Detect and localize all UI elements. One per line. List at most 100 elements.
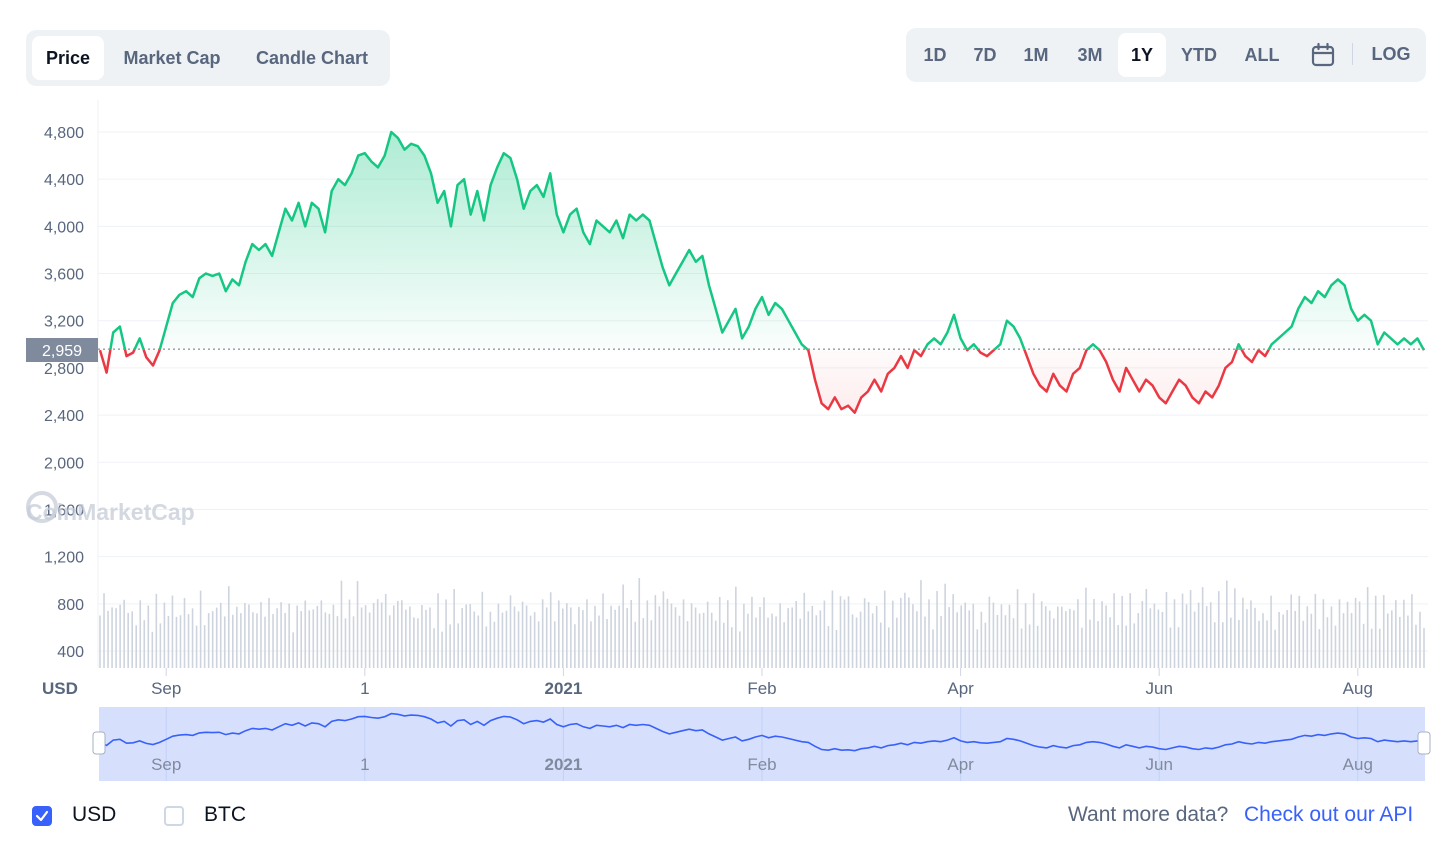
volume-bar [1069, 608, 1071, 668]
y-tick-label: 4,800 [44, 125, 84, 142]
range-3m-button[interactable]: 3M [1077, 45, 1103, 65]
volume-bar [1213, 622, 1216, 668]
range-1y-button[interactable]: 1Y [1118, 33, 1166, 77]
volume-bar [582, 610, 584, 668]
volume-bar [666, 598, 669, 668]
volume-bar [1008, 604, 1011, 668]
volume-bar [264, 616, 266, 668]
volume-bar [392, 605, 395, 668]
volume-bar [1330, 606, 1333, 668]
volume-bar [1242, 597, 1244, 668]
volume-bar [1165, 592, 1168, 668]
volume-bar [1032, 593, 1035, 668]
volume-bar [674, 607, 677, 668]
btc-checkbox-label[interactable]: BTC [204, 803, 246, 826]
usd-checkbox-label[interactable]: USD [72, 803, 117, 826]
price-chart[interactable]: 4008001,2001,6002,0002,4002,8003,2003,60… [0, 0, 1456, 790]
volume-bar [1044, 606, 1047, 668]
navigator-label: Feb [747, 755, 776, 774]
volume-bar [586, 599, 588, 668]
navigator-left-handle[interactable] [92, 731, 106, 755]
volume-bar [598, 615, 600, 668]
volume-bar [735, 586, 737, 668]
volume-bar [1113, 593, 1115, 668]
volume-bar [1238, 619, 1240, 668]
volume-bar [787, 608, 789, 668]
volume-bar [236, 606, 238, 668]
volume-bar [115, 608, 117, 668]
tab-price[interactable]: Price [32, 36, 104, 80]
volume-bar [871, 613, 874, 668]
volume-bar [1226, 580, 1228, 668]
volume-bar [714, 620, 717, 668]
volume-bar [1286, 610, 1288, 668]
volume-bar [493, 621, 496, 668]
volume-bar [722, 622, 725, 668]
volume-bar [336, 616, 339, 668]
volume-bar [135, 625, 138, 668]
tab-candle-chart[interactable]: Candle Chart [255, 48, 369, 68]
volume-bar [1411, 594, 1413, 668]
volume-bar [590, 621, 592, 668]
volume-bar [195, 625, 198, 668]
volume-bar [1374, 595, 1377, 668]
usd-checkbox[interactable] [32, 806, 52, 826]
volume-bar [751, 596, 753, 668]
volume-bar [606, 619, 608, 668]
chart-type-tabs: Price Market Cap Candle Chart [26, 30, 390, 86]
volume-bar [513, 606, 516, 668]
volume-bar [501, 612, 504, 668]
x-tick-label: 2021 [544, 679, 582, 698]
volume-bar [1382, 595, 1385, 668]
range-1d-button[interactable]: 1D [923, 45, 947, 65]
volume-bar [1391, 610, 1393, 668]
x-tick-label: Apr [947, 679, 974, 698]
range-all-button[interactable]: ALL [1244, 45, 1280, 65]
volume-bar [292, 632, 294, 668]
calendar-icon[interactable] [1310, 42, 1336, 68]
range-1m-button[interactable]: 1M [1023, 45, 1049, 65]
volume-bar [912, 604, 914, 668]
volume-bar [1173, 599, 1176, 668]
y-tick-label: 2,800 [44, 361, 84, 378]
volume-bar [1250, 600, 1252, 668]
volume-bar [972, 603, 975, 668]
tab-market-cap[interactable]: Market Cap [123, 48, 221, 68]
volume-bar [433, 628, 435, 668]
volume-bar [1314, 593, 1317, 668]
y-tick-label: 4,000 [44, 219, 84, 236]
volume-bar [654, 595, 657, 668]
navigator-right-handle[interactable] [1417, 731, 1431, 755]
volume-bar [256, 613, 258, 668]
y-tick-label: 2,400 [44, 408, 84, 425]
volume-bar [1362, 623, 1365, 668]
volume-bar [1020, 628, 1023, 668]
navigator-labels: Sep 1 2021 Feb Apr Jun Aug [151, 755, 1373, 774]
range-ytd-button[interactable]: YTD [1181, 45, 1217, 65]
volume-bar [646, 600, 649, 668]
volume-bar [682, 599, 685, 668]
volume-bar [718, 597, 721, 668]
log-scale-toggle[interactable]: LOG [1371, 44, 1411, 64]
y-tick-label: 4,400 [44, 172, 84, 189]
volume-bar [783, 622, 785, 668]
volume-bar [602, 593, 604, 668]
y-tick-label: 400 [57, 644, 84, 661]
volume-bar [835, 630, 838, 668]
volume-bar [151, 631, 154, 668]
volume-bar [686, 621, 689, 668]
volume-bar [268, 598, 270, 668]
volume-bar [1177, 627, 1180, 668]
volume-bar [1197, 602, 1200, 668]
volume-bar [413, 617, 415, 668]
volume-bar [1217, 591, 1220, 668]
volume-bar [843, 599, 846, 668]
volume-bar [332, 604, 335, 668]
btc-checkbox[interactable] [164, 806, 184, 826]
volume-bar [1089, 619, 1091, 668]
api-link[interactable]: Check out our API [1244, 803, 1414, 826]
range-7d-button[interactable]: 7D [973, 45, 997, 65]
volume-bar [348, 599, 351, 668]
volume-bar [1246, 609, 1248, 668]
volume-bar [227, 586, 230, 668]
